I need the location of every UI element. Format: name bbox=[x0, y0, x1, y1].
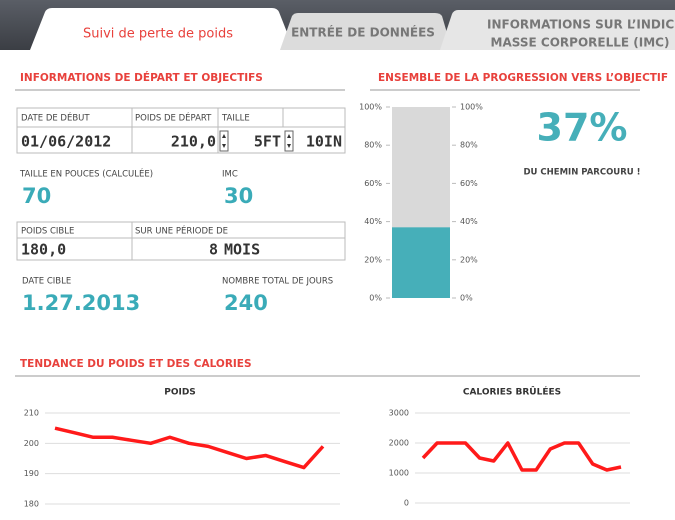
field-value: 180,0 bbox=[21, 241, 66, 259]
tab-active[interactable] bbox=[30, 8, 294, 50]
table bbox=[16, 221, 346, 261]
y-tick-label: 20% bbox=[364, 255, 382, 264]
y-tick-label: 40% bbox=[460, 217, 478, 226]
tab-label[interactable]: Suivi de perte de poids bbox=[83, 27, 233, 42]
field-value: 8 bbox=[209, 241, 218, 259]
y-tick-label: 0% bbox=[460, 294, 473, 303]
y-tick-label: 40% bbox=[364, 217, 382, 226]
tab-label[interactable]: INFORMATIONS SUR L’INDICE DE bbox=[487, 18, 675, 32]
y-tick-label: 190 bbox=[24, 469, 39, 478]
y-tick-label: 210 bbox=[24, 409, 39, 418]
y-tick-label: 100% bbox=[359, 103, 382, 112]
field-value: 10IN bbox=[306, 133, 342, 151]
field-label: TAILLE bbox=[221, 114, 250, 124]
y-tick-label: 0% bbox=[369, 294, 382, 303]
y-tick-label: 100% bbox=[460, 103, 483, 112]
y-tick-label: 20% bbox=[460, 255, 478, 264]
progress-label: 37% bbox=[537, 106, 628, 150]
chart-title: CALORIES BRÛLÉES bbox=[463, 386, 561, 398]
field-label: NOMBRE TOTAL DE JOURS bbox=[222, 277, 333, 287]
y-tick-label: 60% bbox=[364, 179, 382, 188]
field-value: 1.27.2013 bbox=[22, 291, 140, 315]
y-tick-label: 60% bbox=[460, 179, 478, 188]
y-tick-label: 80% bbox=[364, 141, 382, 150]
field-value: 240 bbox=[224, 291, 268, 315]
field-label: POIDS DE DÉPART bbox=[135, 112, 212, 124]
field-value: 210,0 bbox=[171, 133, 216, 151]
y-tick-label: 180 bbox=[24, 500, 39, 509]
field-value: 30 bbox=[224, 184, 253, 208]
section-title: ENSEMBLE DE LA PROGRESSION VERS L’OBJECT… bbox=[378, 72, 668, 84]
field-label: IMC bbox=[222, 170, 238, 180]
field-label: DATE DE DÉBUT bbox=[21, 112, 90, 124]
field-label: DATE CIBLE bbox=[22, 277, 71, 287]
line bbox=[421, 441, 622, 472]
y-tick-label: 0 bbox=[404, 499, 409, 508]
field-value: 70 bbox=[22, 184, 51, 208]
y-tick-label: 1000 bbox=[389, 469, 409, 478]
section-title: INFORMATIONS DE DÉPART ET OBJECTIFS bbox=[20, 71, 263, 84]
tab-label[interactable]: MASSE CORPORELLE (IMC) bbox=[491, 36, 670, 50]
y-tick-label: 3000 bbox=[389, 409, 409, 418]
table bbox=[16, 107, 346, 154]
spinner[interactable] bbox=[219, 130, 229, 152]
y-tick-label: 80% bbox=[460, 141, 478, 150]
field-label: TAILLE EN POUCES (CALCULÉE) bbox=[19, 168, 153, 180]
field-value: 01/06/2012 bbox=[21, 133, 111, 151]
y-tick-label: 200 bbox=[24, 439, 39, 448]
field-value: MOIS bbox=[224, 241, 260, 259]
section-title: TENDANCE DU POIDS ET DES CALORIES bbox=[20, 358, 252, 370]
y-tick-label: 2000 bbox=[389, 439, 409, 448]
chart-title: POIDS bbox=[164, 388, 196, 398]
field-value: 5FT bbox=[254, 133, 281, 151]
progress-bar bbox=[392, 227, 450, 298]
progress-caption: DU CHEMIN PARCOURU ! bbox=[524, 168, 641, 178]
tab-label[interactable]: ENTRÉE DE DONNÉES bbox=[291, 25, 435, 40]
tab[interactable] bbox=[440, 10, 675, 50]
spinner[interactable] bbox=[284, 130, 294, 152]
field-label: POIDS CIBLE bbox=[21, 227, 74, 237]
line bbox=[54, 426, 325, 470]
tab[interactable] bbox=[280, 13, 452, 50]
field-label: SUR UNE PÉRIODE DE bbox=[135, 225, 228, 237]
